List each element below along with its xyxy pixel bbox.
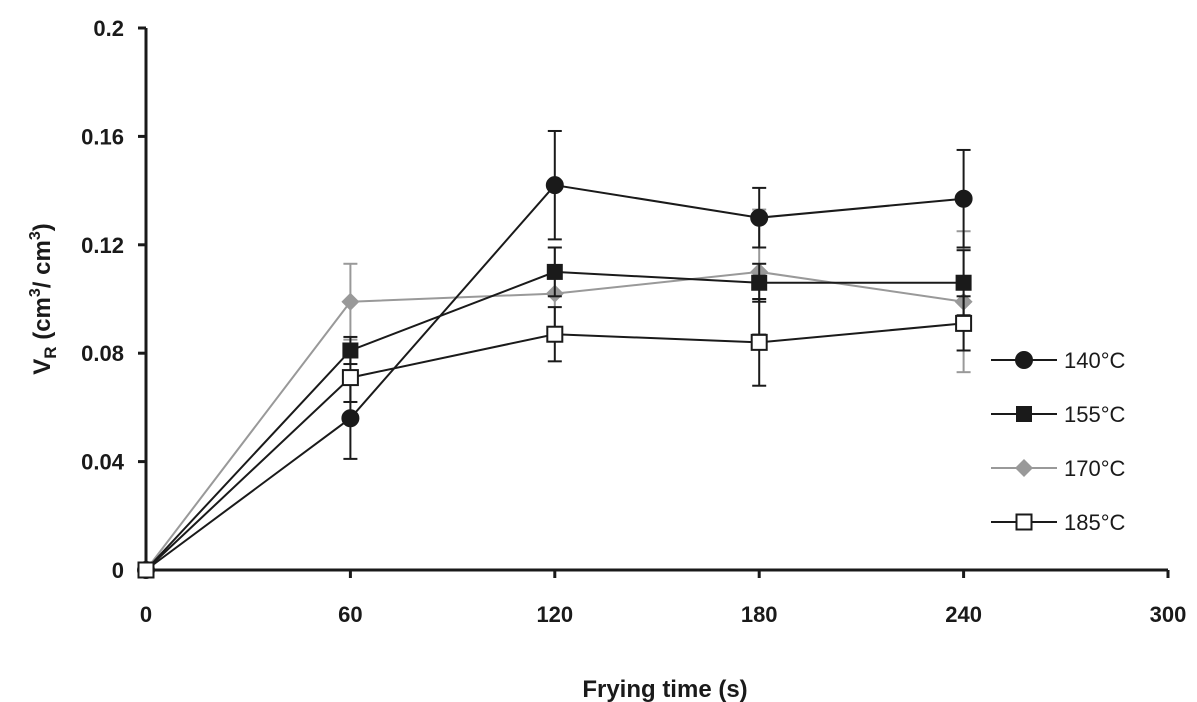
series-1 [138, 246, 972, 578]
x-tick-label: 0 [140, 602, 152, 627]
data-point-marker [546, 325, 564, 343]
y-tick-label: 0.04 [81, 450, 125, 475]
data-point-marker [955, 314, 973, 332]
y-title-part: 3 [27, 231, 44, 240]
x-tick-label: 180 [741, 602, 778, 627]
data-point-marker [954, 189, 973, 208]
y-tick-label: 0.12 [81, 233, 124, 258]
data-point-marker [955, 274, 972, 291]
y-tick-label: 0.16 [81, 124, 124, 149]
series-layer [137, 129, 973, 579]
legend-marker [1015, 513, 1033, 531]
y-title-part: / cm [29, 240, 56, 288]
x-tick-label: 300 [1150, 602, 1187, 627]
x-tick-label: 120 [536, 602, 573, 627]
y-tick-label: 0 [112, 558, 124, 583]
y-tick-label: 0.08 [81, 341, 124, 366]
data-point-marker [750, 333, 768, 351]
data-point-marker [137, 561, 155, 579]
y-title-part: ) [29, 223, 56, 231]
y-tick-label: 0.2 [93, 16, 124, 41]
legend-marker [1016, 406, 1032, 422]
data-point-marker [751, 274, 768, 291]
data-point-marker [341, 369, 359, 387]
axes: 0 0.04 0.08 0.12 0.16 0.2 0 60 120 180 240 300 [81, 16, 1186, 627]
y-title-sub: R [41, 346, 60, 358]
legend-marker [1015, 351, 1033, 369]
legend-label: 185°C [1064, 510, 1126, 535]
legend-item: 155°C [991, 402, 1126, 427]
legend-item: 185°C [991, 510, 1126, 535]
data-point-marker [341, 409, 360, 428]
legend-item: 170°C [991, 456, 1126, 481]
y-title-part: 3 [27, 288, 44, 297]
x-tick-label: 240 [945, 602, 982, 627]
legend-label: 140°C [1064, 348, 1126, 373]
series-3 [137, 295, 973, 579]
y-title-part: (cm [29, 297, 56, 346]
x-tick-label: 60 [338, 602, 362, 627]
y-title-main: V [29, 359, 56, 375]
y-axis-title: VR (cm3/ cm3) [27, 223, 60, 375]
legend-marker [1015, 459, 1033, 477]
x-axis-title: Frying time (s) [582, 676, 747, 702]
data-point-marker [750, 208, 769, 227]
series-line [145, 184, 964, 571]
legend-label: 170°C [1064, 456, 1126, 481]
legend-label: 155°C [1064, 402, 1126, 427]
data-point-marker [342, 342, 359, 359]
data-point-marker [545, 176, 564, 195]
legend: 140°C 155°C 170°C 185°C [991, 348, 1126, 535]
data-point-marker [546, 263, 563, 280]
data-point-marker [341, 292, 360, 311]
legend-item: 140°C [991, 348, 1126, 373]
